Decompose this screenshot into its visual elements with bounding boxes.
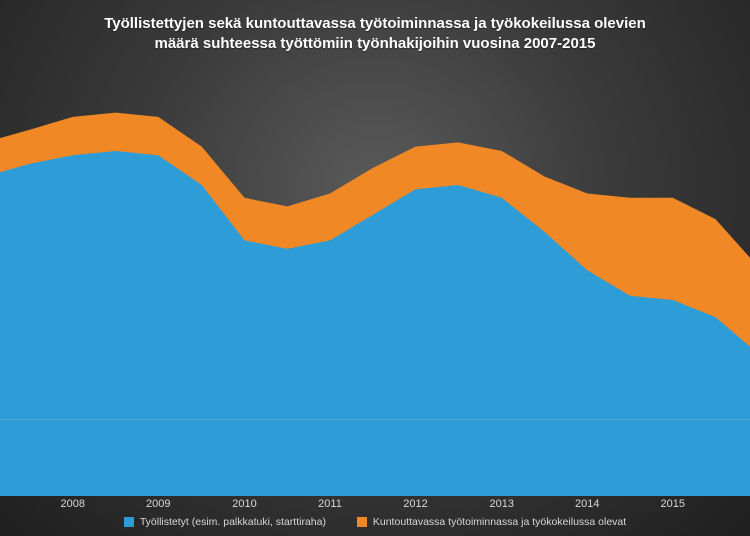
x-axis-label: 2008 bbox=[61, 498, 85, 510]
x-axis-label: 2012 bbox=[403, 498, 427, 510]
x-axis-label: 2014 bbox=[575, 498, 599, 510]
chart-legend: Työllistetyt (esim. palkkatuki, starttir… bbox=[0, 516, 750, 530]
legend-swatch bbox=[124, 517, 134, 527]
chart-plot-area bbox=[0, 70, 750, 496]
legend-label: Kuntouttavassa työtoiminnassa ja työkoke… bbox=[373, 516, 626, 528]
chart-title-line1: Työllistettyjen sekä kuntouttavassa työt… bbox=[104, 15, 646, 32]
chart-svg bbox=[0, 70, 750, 496]
gridline bbox=[0, 419, 750, 420]
legend-item: Työllistetyt (esim. palkkatuki, starttir… bbox=[124, 516, 326, 528]
x-axis-label: 2010 bbox=[232, 498, 256, 510]
x-axis-label: 2015 bbox=[661, 498, 685, 510]
x-axis-label: 2009 bbox=[146, 498, 170, 510]
x-axis: 2008 2009 2010 2011 2012 2013 2014 2015 bbox=[0, 498, 750, 512]
legend-item: Kuntouttavassa työtoiminnassa ja työkoke… bbox=[357, 516, 626, 528]
legend-label: Työllistetyt (esim. palkkatuki, starttir… bbox=[140, 516, 326, 528]
legend-swatch bbox=[357, 517, 367, 527]
chart-title-line2: määrä suhteessa työttömiin työnhakijoihi… bbox=[155, 35, 596, 52]
x-axis-label: 2013 bbox=[490, 498, 514, 510]
chart-title: Työllistettyjen sekä kuntouttavassa työt… bbox=[0, 14, 750, 55]
x-axis-label: 2011 bbox=[318, 498, 342, 510]
